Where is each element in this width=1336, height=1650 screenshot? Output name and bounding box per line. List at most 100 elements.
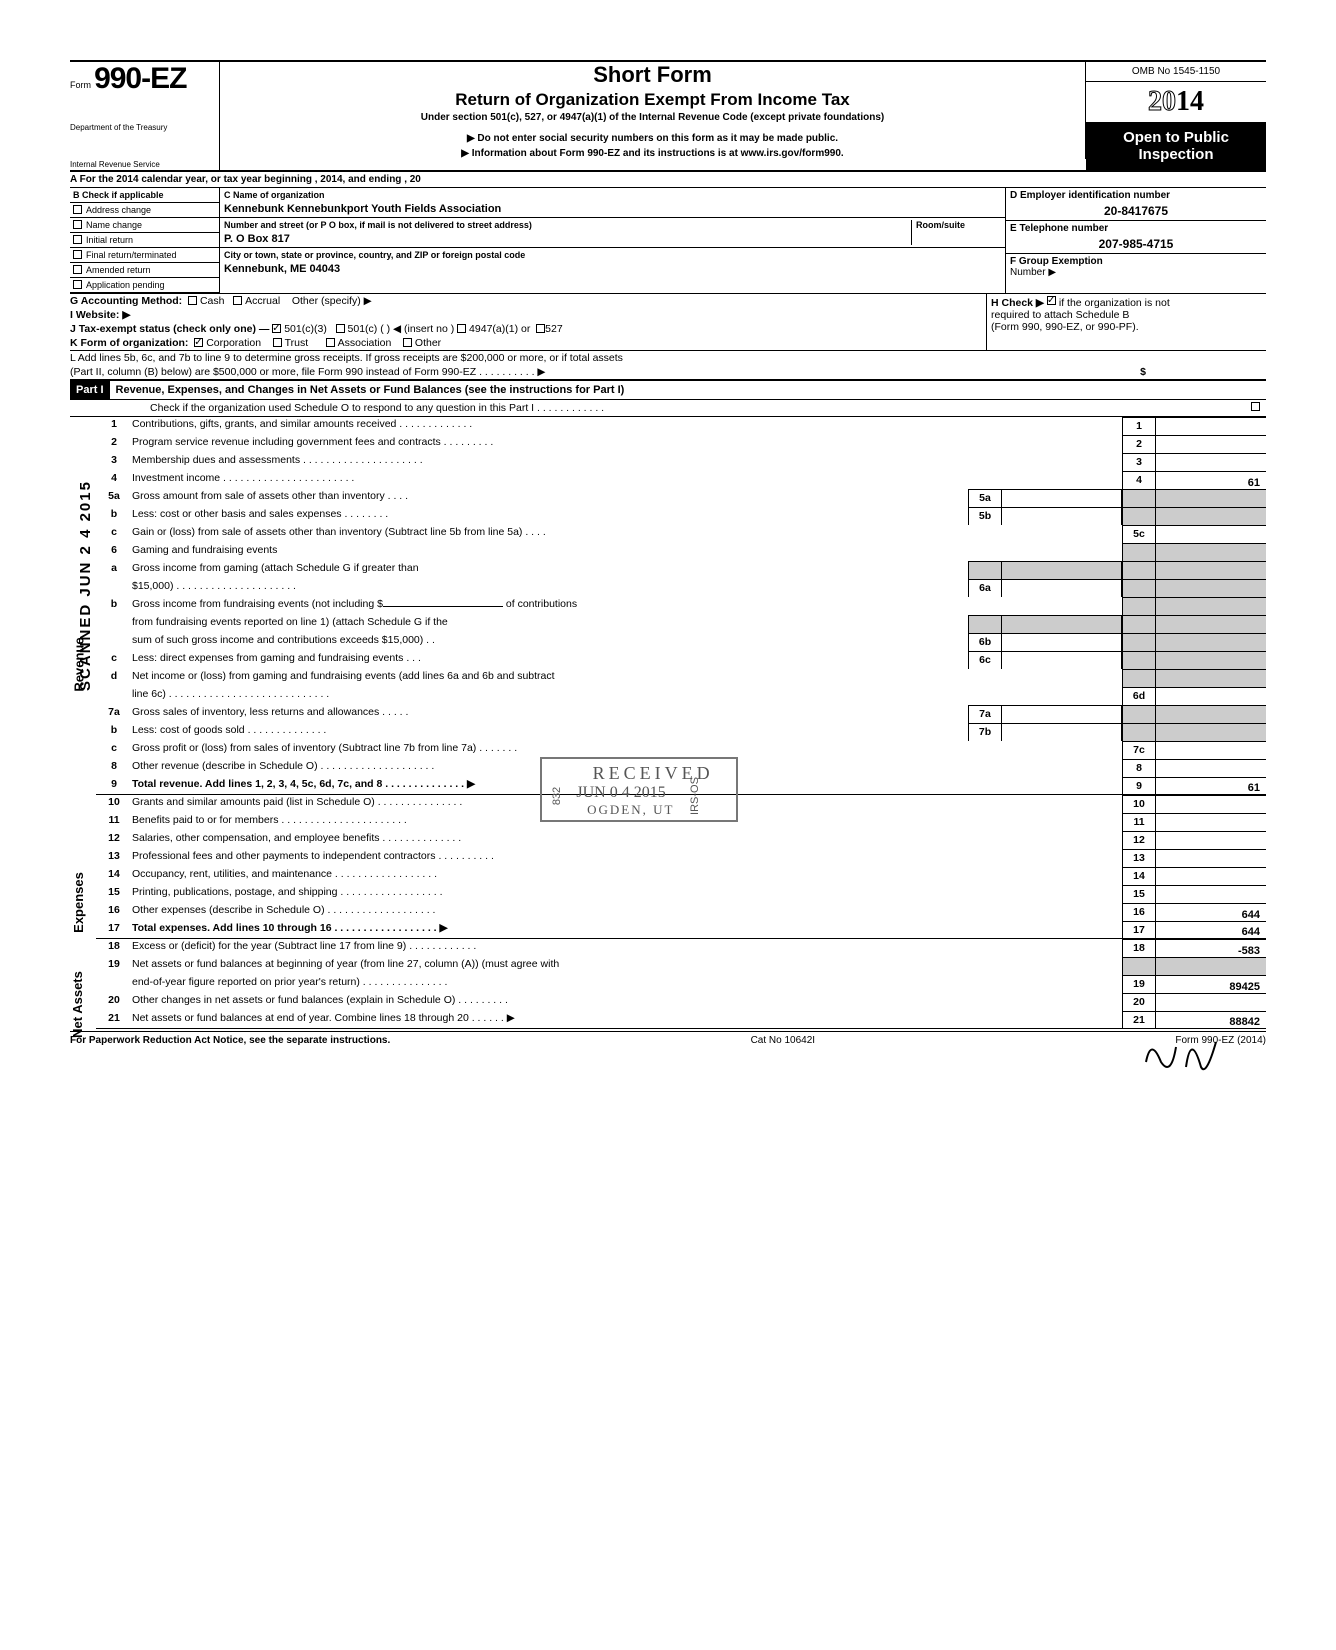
lt: Gross sales of inventory, less returns a… [132,705,968,723]
checkbox-icon[interactable] [457,324,466,333]
lt: Gross amount from sale of assets other t… [132,489,968,507]
chk-application-pending[interactable]: Application pending [70,278,219,293]
checkbox-icon[interactable] [326,338,335,347]
col-c: C Name of organization Kennebunk Kennebu… [220,188,1006,293]
rv [1156,417,1266,435]
org-name: Kennebunk Kennebunkport Youth Fields Ass… [224,200,1001,215]
ln [96,975,132,993]
ln: 9 [96,777,132,794]
tax-year: 2014 [1086,82,1266,123]
ln: d [96,669,132,687]
chk-address-change[interactable]: Address change [70,203,219,218]
ln [96,687,132,705]
mn: 7a [968,705,1002,723]
title-sub: Return of Organization Exempt From Incom… [228,90,1077,110]
g-cash: Cash [200,295,225,307]
rv [1156,525,1266,543]
lt-a: Gross income from fundraising events (no… [132,598,383,610]
header-grid: B Check if applicable Address change Nam… [70,188,1266,293]
h-label: H Check ▶ [991,297,1044,309]
checkbox-icon[interactable] [73,235,82,244]
checkbox-icon[interactable] [194,338,203,347]
omb-number: OMB No 1545-1150 [1086,62,1266,82]
stamp-date: JUN 0 4 2015 [576,784,665,802]
lt: line 6c) . . . . . . . . . . . . . . . .… [132,687,1122,705]
checkbox-icon[interactable] [73,220,82,229]
line-l2: (Part II, column (B) below) are $500,000… [70,365,1266,379]
title-main: Short Form [228,62,1077,88]
mv [1002,561,1122,579]
part1-sub-text: Check if the organization used Schedule … [150,402,604,414]
ln: 2 [96,435,132,453]
d-ein-label: D Employer identification number [1010,190,1262,201]
lt: end-of-year figure reported on prior yea… [132,975,1122,993]
rv: 644 [1156,921,1266,938]
lt: Net income or (loss) from gaming and fun… [132,669,1122,687]
signature-icon [1136,1027,1236,1077]
rv [1156,741,1266,759]
chk-label: Amended return [86,265,151,275]
ln: 11 [96,813,132,831]
lt: Printing, publications, postage, and shi… [132,885,1122,903]
checkbox-icon[interactable] [73,250,82,259]
checkbox-icon[interactable] [272,324,281,333]
ln: 8 [96,759,132,777]
checkbox-icon[interactable] [1251,402,1260,411]
line-k: K Form of organization: Corporation Trus… [70,336,986,350]
checkbox-icon[interactable] [273,338,282,347]
e-phone-label: E Telephone number [1010,223,1262,234]
rv [1156,993,1266,1011]
checkbox-icon[interactable] [73,280,82,289]
mv [1002,579,1122,597]
rv [1156,507,1266,525]
checkbox-icon[interactable] [188,296,197,305]
mv [1002,633,1122,651]
l-dollar: $ [1140,366,1266,378]
rv [1156,453,1266,471]
chk-initial-return[interactable]: Initial return [70,233,219,248]
checkbox-icon[interactable] [233,296,242,305]
checkbox-icon[interactable] [73,205,82,214]
mv [1002,705,1122,723]
rv [1156,687,1266,705]
netassets-side-label: Net Assets [70,971,85,1038]
chk-final-return[interactable]: Final return/terminated [70,248,219,263]
checkbox-icon[interactable] [336,324,345,333]
lt: Gross income from gaming (attach Schedul… [132,561,968,579]
mn [968,615,1002,633]
rn [1122,957,1156,975]
rn: 5c [1122,525,1156,543]
ln [96,615,132,633]
lt: Membership dues and assessments . . . . … [132,453,1122,471]
revenue-section: Revenue 1Contributions, gifts, grants, a… [70,417,1266,795]
mn: 5b [968,507,1002,525]
lt: Other expenses (describe in Schedule O) … [132,903,1122,921]
rn [1122,651,1156,669]
e-phone-row: E Telephone number 207-985-4715 [1006,221,1266,254]
lt: Salaries, other compensation, and employ… [132,831,1122,849]
checkbox-icon[interactable] [403,338,412,347]
lt: Net assets or fund balances at end of ye… [132,1011,1122,1028]
rv [1156,543,1266,561]
checkbox-icon[interactable] [73,265,82,274]
rn: 6d [1122,687,1156,705]
mv [1002,615,1122,633]
checkbox-icon[interactable] [536,324,545,333]
ln: 12 [96,831,132,849]
ln [96,579,132,597]
mv [1002,507,1122,525]
rn: 11 [1122,813,1156,831]
ln: 16 [96,903,132,921]
net-assets-section: Net Assets 18Excess or (deficit) for the… [70,939,1266,1029]
mn [968,561,1002,579]
ln: 15 [96,885,132,903]
part1-header: Part I Revenue, Expenses, and Changes in… [70,379,1266,400]
d-ein-row: D Employer identification number 20-8417… [1006,188,1266,221]
rn [1122,705,1156,723]
chk-name-change[interactable]: Name change [70,218,219,233]
rn: 1 [1122,417,1156,435]
year-bold: 14 [1176,86,1204,117]
rn: 8 [1122,759,1156,777]
chk-amended-return[interactable]: Amended return [70,263,219,278]
checkbox-icon[interactable] [1047,296,1056,305]
